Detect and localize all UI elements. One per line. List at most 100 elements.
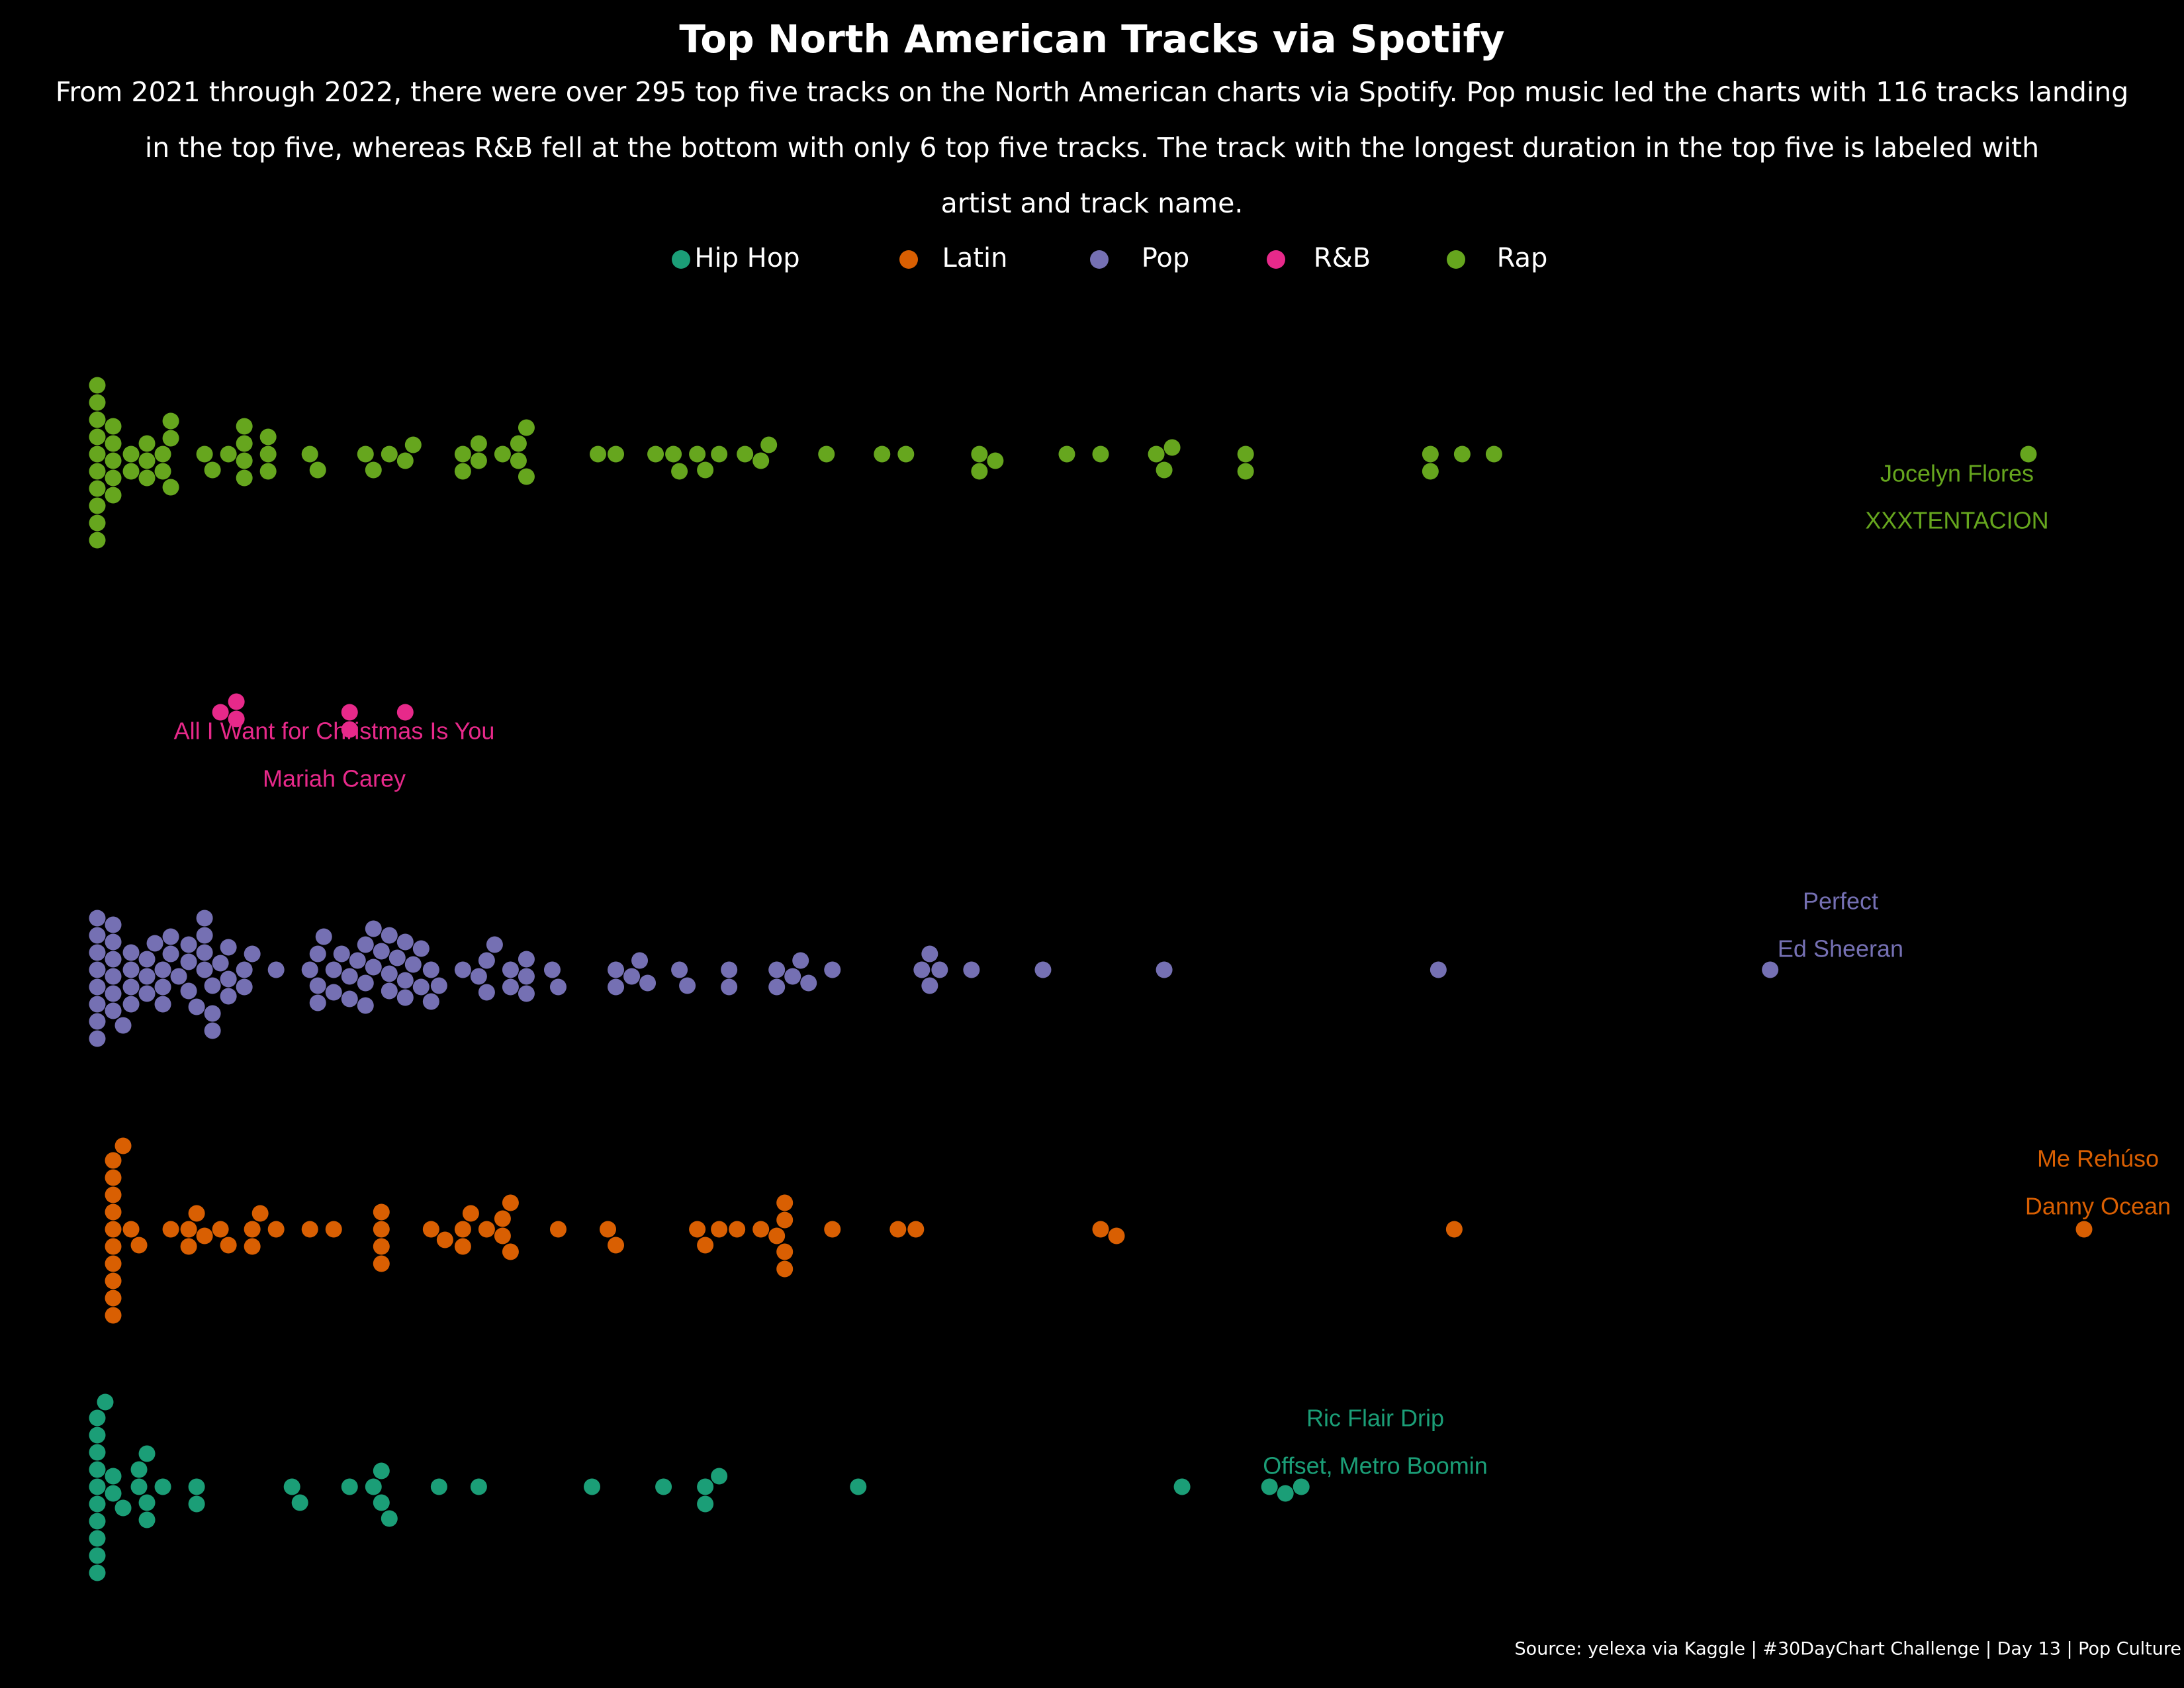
dot xyxy=(518,951,535,968)
dot xyxy=(697,1237,714,1254)
dot xyxy=(590,445,607,463)
dot xyxy=(89,428,106,445)
dot xyxy=(105,1221,122,1238)
dot xyxy=(333,945,350,962)
dot xyxy=(381,965,398,982)
dot xyxy=(365,1478,382,1495)
dot xyxy=(874,445,891,463)
dot xyxy=(631,952,649,969)
dot xyxy=(105,1186,122,1203)
dot xyxy=(889,1221,907,1238)
dot xyxy=(543,961,561,978)
dot xyxy=(105,1255,122,1272)
dot xyxy=(138,1494,156,1511)
dot xyxy=(138,1445,156,1462)
dot xyxy=(105,1203,122,1221)
dot xyxy=(776,1243,794,1260)
dot xyxy=(196,944,213,961)
dot xyxy=(162,479,179,496)
dot xyxy=(711,1468,728,1485)
dot xyxy=(105,469,122,487)
dot xyxy=(1108,1227,1125,1244)
dot xyxy=(1034,961,1052,978)
dot xyxy=(404,436,422,453)
dot xyxy=(89,927,106,944)
artist-label: Danny Ocean xyxy=(2025,1193,2171,1220)
dot xyxy=(228,693,245,710)
dot xyxy=(1762,961,1779,978)
dot xyxy=(291,1494,308,1511)
dot xyxy=(454,1221,471,1238)
dot xyxy=(776,1194,794,1211)
dot xyxy=(180,953,197,970)
dot xyxy=(478,952,495,969)
dot xyxy=(301,1221,318,1238)
dot xyxy=(454,463,471,480)
dot xyxy=(486,936,503,953)
dot xyxy=(671,463,688,480)
dot xyxy=(470,968,487,985)
dot xyxy=(105,1289,122,1307)
legend-label: Hip Hop xyxy=(694,243,799,273)
dot xyxy=(365,920,382,937)
dot xyxy=(97,1393,114,1411)
track-label: Me Rehúso xyxy=(2037,1145,2159,1172)
legend-label: R&B xyxy=(1314,243,1371,273)
dot xyxy=(1422,445,1439,463)
dot xyxy=(122,445,140,463)
dot xyxy=(114,1017,132,1034)
dot xyxy=(154,961,171,978)
dot xyxy=(267,1221,285,1238)
dot xyxy=(244,1221,261,1238)
dot xyxy=(89,411,106,428)
dot xyxy=(325,1221,342,1238)
dot xyxy=(89,1461,106,1478)
dot xyxy=(792,952,809,969)
dot xyxy=(180,1221,197,1238)
dot xyxy=(349,952,366,969)
dot xyxy=(396,989,414,1006)
dot xyxy=(1058,445,1075,463)
dot xyxy=(188,1205,205,1222)
dot xyxy=(510,435,527,452)
dot xyxy=(89,377,106,394)
dot xyxy=(130,1237,148,1254)
dot xyxy=(89,996,106,1013)
dot xyxy=(907,1221,925,1238)
dot xyxy=(583,1478,600,1495)
artist-label: Ed Sheeran xyxy=(1778,935,1903,962)
dot xyxy=(105,951,122,968)
dot xyxy=(897,445,915,463)
dot xyxy=(89,961,106,978)
dot xyxy=(689,445,706,463)
dot xyxy=(105,487,122,504)
dot xyxy=(138,951,156,968)
dot xyxy=(470,1478,487,1495)
dot xyxy=(494,1227,511,1244)
dot xyxy=(309,977,326,994)
dot xyxy=(105,1272,122,1289)
dot xyxy=(105,1307,122,1324)
dot xyxy=(1163,439,1181,456)
dot xyxy=(154,463,171,480)
dot xyxy=(549,1221,567,1238)
dot xyxy=(236,469,253,487)
dot xyxy=(236,418,253,435)
dot xyxy=(768,978,786,996)
track-label: Perfect xyxy=(1803,888,1878,915)
dot xyxy=(357,936,374,953)
dot xyxy=(283,1478,300,1495)
dot xyxy=(365,959,382,976)
dot xyxy=(89,480,106,497)
dot xyxy=(204,1005,221,1022)
dot xyxy=(454,445,471,463)
dot xyxy=(154,1478,171,1495)
dot xyxy=(987,452,1004,469)
dot xyxy=(518,968,535,985)
dot xyxy=(130,1461,148,1478)
dot xyxy=(162,430,179,447)
dot xyxy=(105,1152,122,1169)
dot xyxy=(373,1494,390,1511)
dot xyxy=(196,927,213,944)
dot xyxy=(824,1221,841,1238)
